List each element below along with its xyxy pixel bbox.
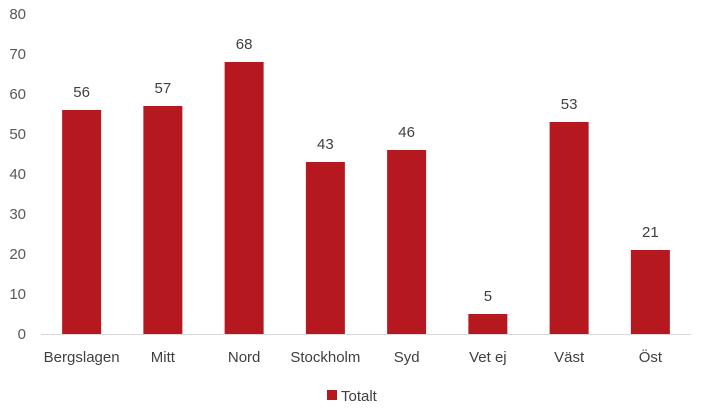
y-tick-label: 80 <box>9 6 26 23</box>
category-label: Syd <box>394 349 420 366</box>
category-label: Väst <box>554 349 585 366</box>
bar <box>224 62 264 334</box>
category-label: Vet ej <box>469 349 507 366</box>
y-tick-label: 20 <box>9 246 26 263</box>
bar <box>468 314 508 334</box>
category-labels-group: Bergslagen Mitt Nord Stockholm Syd Vet ej Väst… <box>44 348 663 366</box>
bar <box>630 250 670 334</box>
bar <box>387 150 427 334</box>
category-label: Mitt <box>151 349 176 366</box>
legend: Totalt <box>327 388 378 405</box>
y-tick-label: 60 <box>9 86 26 103</box>
y-tick-label: 0 <box>18 326 26 343</box>
category-label: Öst <box>639 348 663 366</box>
y-tick-label: 40 <box>9 166 26 183</box>
data-label: 57 <box>155 80 172 97</box>
bar <box>143 106 183 334</box>
bar <box>549 122 589 334</box>
data-label: 56 <box>73 84 90 101</box>
y-tick-label: 30 <box>9 206 26 223</box>
data-label: 21 <box>642 224 659 241</box>
data-label: 5 <box>484 288 492 305</box>
data-label: 46 <box>398 124 415 141</box>
category-label: Nord <box>228 349 261 366</box>
category-label: Bergslagen <box>44 349 120 366</box>
y-tick-label: 50 <box>9 126 26 143</box>
data-label: 43 <box>317 136 334 153</box>
y-tick-label: 10 <box>9 286 26 303</box>
data-label: 68 <box>236 36 253 53</box>
legend-label: Totalt <box>341 388 378 405</box>
bars-group <box>62 62 670 334</box>
data-label: 53 <box>561 96 578 113</box>
data-labels-group: 56 57 68 43 46 5 53 21 <box>73 36 658 305</box>
bar <box>62 110 102 334</box>
y-axis: 0 10 20 30 40 50 60 70 80 <box>9 6 26 343</box>
legend-swatch <box>327 390 337 400</box>
y-tick-label: 70 <box>9 46 26 63</box>
bar <box>305 162 345 334</box>
category-label: Stockholm <box>290 349 360 366</box>
